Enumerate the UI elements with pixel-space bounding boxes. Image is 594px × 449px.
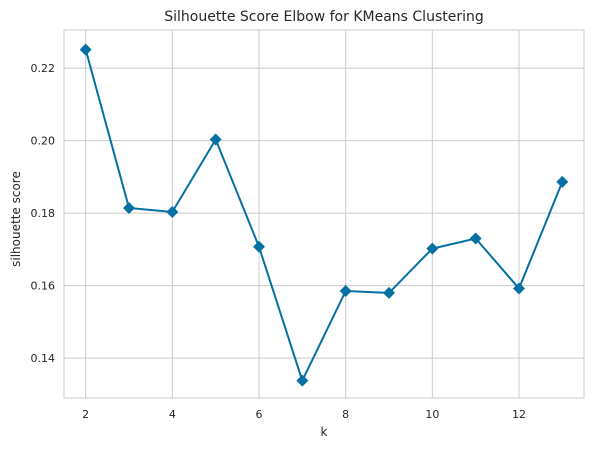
- data-point: [253, 240, 265, 253]
- data-point: [469, 232, 482, 245]
- x-axis-ticks: 2 4 6 8 10 12: [82, 408, 526, 421]
- series-line: [84, 49, 564, 384]
- x-tick-label: 2: [82, 408, 89, 421]
- y-axis-label: silhouette score: [9, 171, 23, 267]
- x-axis-label: k: [321, 425, 328, 439]
- x-tick-label: 8: [342, 408, 349, 421]
- y-tick-label: 0.20: [31, 135, 56, 148]
- chart-title: Silhouette Score Elbow for KMeans Cluste…: [164, 9, 484, 25]
- plot-area: [63, 29, 585, 399]
- data-point: [296, 374, 309, 387]
- data-point: [79, 43, 92, 56]
- x-tick-label: 12: [512, 408, 526, 421]
- data-point: [166, 206, 179, 219]
- x-tick-label: 10: [425, 408, 439, 421]
- x-tick-label: 6: [256, 408, 263, 421]
- series-layer: [79, 43, 569, 387]
- x-tick-label: 4: [169, 408, 176, 421]
- grid: [64, 30, 584, 398]
- data-point: [383, 286, 395, 299]
- data-point: [426, 242, 439, 255]
- data-point: [339, 285, 352, 298]
- data-point: [513, 282, 525, 295]
- y-axis-ticks: 0.14 0.16 0.18 0.20 0.22: [31, 62, 56, 365]
- data-point: [123, 202, 135, 215]
- y-tick-label: 0.16: [31, 280, 56, 293]
- data-point: [209, 133, 222, 146]
- y-tick-label: 0.22: [31, 62, 56, 75]
- data-point: [556, 175, 569, 188]
- y-tick-label: 0.18: [31, 207, 56, 220]
- y-tick-label: 0.14: [31, 352, 56, 365]
